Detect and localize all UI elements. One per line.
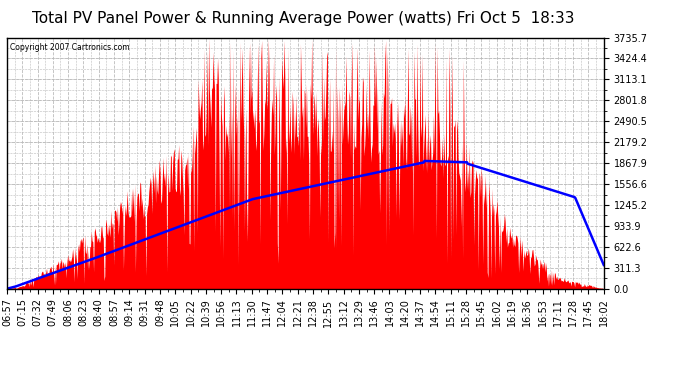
Text: Copyright 2007 Cartronics.com: Copyright 2007 Cartronics.com bbox=[10, 42, 130, 51]
Text: Total PV Panel Power & Running Average Power (watts) Fri Oct 5  18:33: Total PV Panel Power & Running Average P… bbox=[32, 11, 575, 26]
